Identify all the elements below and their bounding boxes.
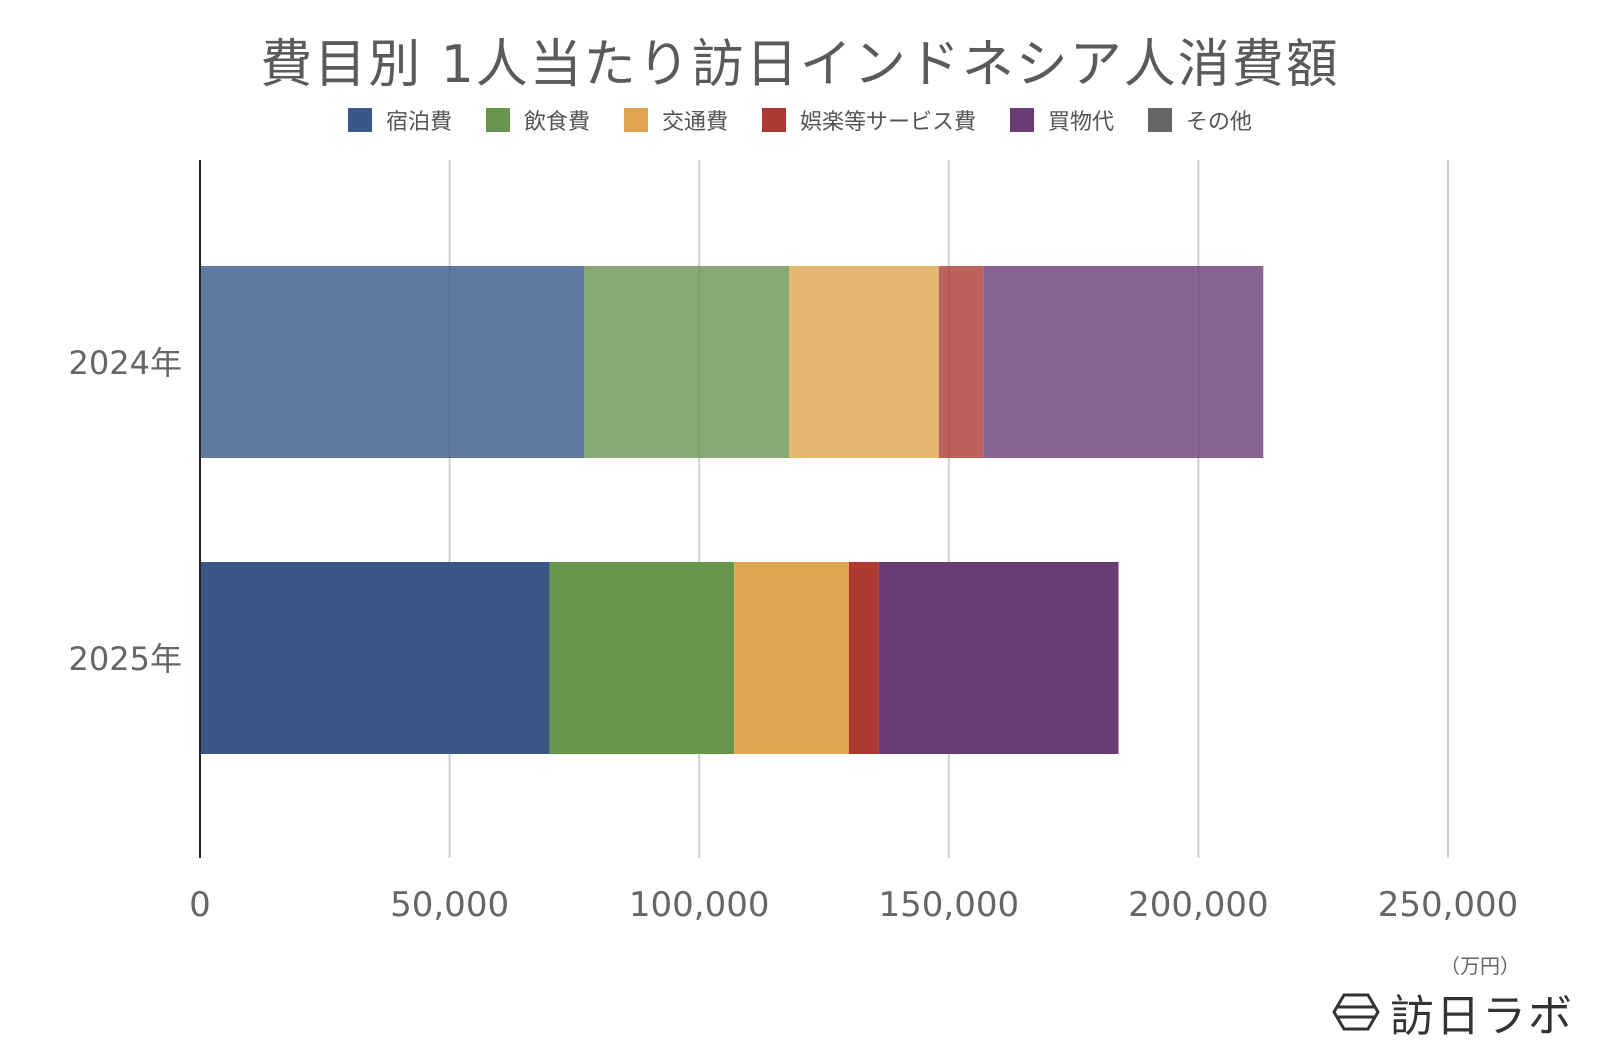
legend-item: その他 [1148, 104, 1252, 136]
legend-label: 飲食費 [523, 110, 590, 135]
legend-item: 買物代 [1010, 104, 1114, 136]
legend-label: 宿泊費 [385, 110, 452, 135]
bar-segment [789, 266, 939, 458]
x-tick-label: 50,000 [390, 885, 509, 925]
legend-label: 交通費 [661, 110, 728, 135]
x-tick-label: 150,000 [878, 885, 1019, 925]
bar-segment [584, 266, 790, 458]
legend-swatch [1010, 108, 1035, 132]
x-tick-label: 200,000 [1128, 885, 1269, 925]
chart-legend: 宿泊費 飲食費 交通費 娯楽等サービス費 買物代 その他 [0, 104, 1600, 136]
legend-item: 宿泊費 [347, 104, 452, 136]
category-label: 2024年 [69, 344, 182, 382]
legend-swatch [1148, 108, 1173, 132]
legend-label: 買物代 [1048, 110, 1115, 135]
chart-title: 費目別 1人当たり訪日インドネシア人消費額 [260, 35, 1340, 95]
logo-icon [1332, 993, 1380, 1031]
logo: 訪日ラボ [1332, 980, 1574, 1044]
logo-text: 訪日ラボ [1390, 991, 1574, 1042]
legend-label: 娯楽等サービス費 [800, 110, 977, 135]
bar-segment [983, 266, 1264, 458]
legend-swatch [347, 108, 372, 132]
legend-item: 交通費 [623, 104, 728, 136]
bar-segment [200, 266, 585, 458]
bar-segment [200, 562, 550, 754]
bar-segment [938, 266, 984, 458]
bar-segment [848, 562, 879, 754]
bar-segment [878, 562, 1119, 754]
legend-swatch [762, 108, 786, 132]
legend-label: その他 [1186, 110, 1253, 135]
x-tick-label: 0 [189, 885, 211, 925]
legend-swatch [623, 108, 648, 132]
legend-item: 飲食費 [485, 104, 590, 136]
bar-segment [549, 562, 735, 754]
legend-item: 娯楽等サービス費 [762, 104, 976, 136]
legend-swatch [485, 108, 510, 132]
x-tick-label: 100,000 [629, 885, 770, 925]
bar-segment [734, 562, 849, 754]
unit-label: （万円） [1440, 954, 1520, 978]
category-label: 2025年 [69, 640, 182, 678]
x-tick-label: 250,000 [1378, 885, 1519, 925]
